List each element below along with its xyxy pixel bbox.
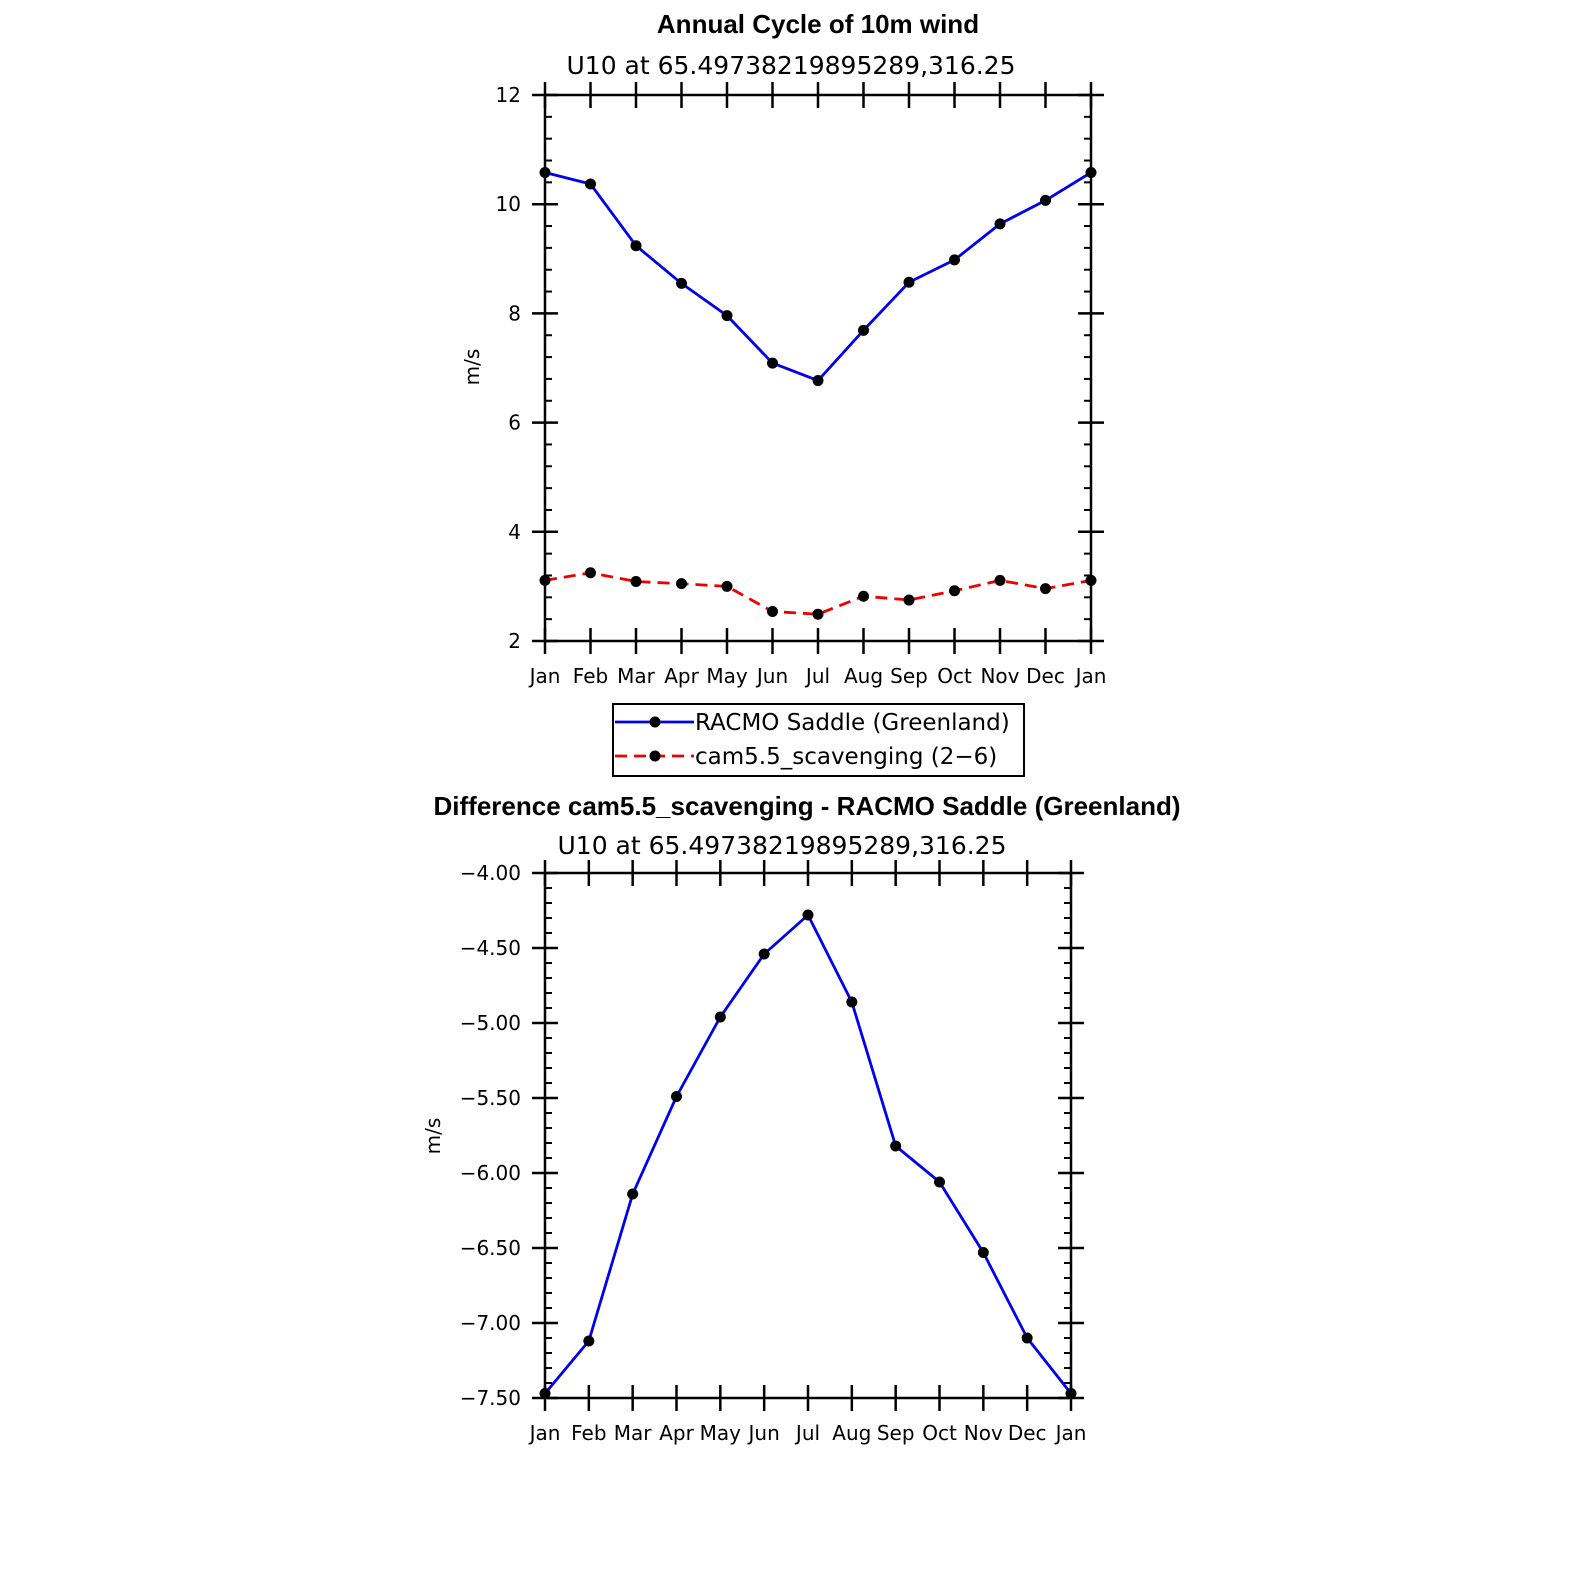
x-tick-label: Jan [528, 664, 561, 688]
x-tick-label: Jul [794, 1421, 820, 1445]
data-point [721, 580, 733, 592]
data-point [903, 276, 915, 288]
data-point [1021, 1332, 1033, 1344]
data-point [1040, 194, 1051, 206]
legend-box [612, 703, 1025, 777]
difference-chart: Difference cam5.5_scavenging - RACMO Sad… [421, 791, 1181, 1445]
y-tick-label: −6.00 [460, 1161, 521, 1185]
x-tick-label: Mar [617, 664, 656, 688]
y-axis-label: m/s [421, 1118, 445, 1155]
series-layer [539, 167, 1097, 620]
data-point [858, 324, 869, 336]
x-tick-label: Sep [877, 1421, 915, 1445]
x-tick-label: Jan [1054, 1421, 1087, 1445]
data-point [949, 585, 960, 597]
legend-marker [649, 750, 661, 762]
series-line-0 [543, 913, 1073, 1395]
data-point [721, 310, 733, 322]
x-tick-label: Jan [528, 1421, 561, 1445]
x-tick-label: Jun [747, 1421, 780, 1445]
y-tick-label: −5.00 [460, 1011, 521, 1035]
data-point [977, 1247, 989, 1258]
x-tick-label: Jun [755, 664, 788, 688]
data-point [994, 218, 1006, 230]
data-point [583, 1335, 595, 1347]
x-tick-label: Dec [1026, 664, 1065, 688]
data-point [812, 375, 824, 387]
series-layer [539, 909, 1077, 1399]
data-point [890, 1140, 902, 1152]
plot-frame [543, 93, 1093, 643]
x-tick-label: May [706, 664, 748, 688]
data-point [767, 606, 778, 618]
data-point [846, 996, 858, 1008]
series-line-1 [544, 571, 1092, 616]
y-tick-label: −5.50 [460, 1086, 521, 1110]
x-tick-label: Oct [922, 1421, 957, 1445]
data-point [671, 1091, 682, 1102]
y-tick-label: −7.00 [460, 1311, 521, 1335]
x-tick-label: Feb [571, 1421, 606, 1445]
legend-label: cam5.5_scavenging (2−6) [695, 744, 997, 770]
y-tick-label: 4 [508, 520, 521, 544]
y-axis-label: m/s [460, 349, 484, 386]
x-tick-label: Aug [844, 664, 883, 688]
data-point [949, 254, 960, 266]
chart-title: Annual Cycle of 10m wind [657, 9, 979, 39]
chart-subtitle: U10 at 65.49738219895289,316.25 [567, 51, 1016, 80]
x-tick-label: Sep [890, 664, 928, 688]
y-tick-label: 2 [508, 629, 521, 653]
plot-frame [543, 871, 1073, 1400]
x-tick-label: May [700, 1421, 742, 1445]
legend-label: RACMO Saddle (Greenland) [695, 710, 1010, 736]
y-tick-label: −4.50 [460, 936, 521, 960]
data-point [676, 277, 687, 289]
chart-title: Difference cam5.5_scavenging - RACMO Sad… [434, 791, 1181, 821]
data-point [585, 178, 596, 190]
data-point [903, 594, 915, 606]
y-tick-label: −7.50 [460, 1386, 521, 1410]
chart-subtitle: U10 at 65.49738219895289,316.25 [558, 831, 1007, 860]
y-tick-label: −6.50 [460, 1236, 521, 1260]
x-tick-label: Feb [573, 664, 608, 688]
axis-ticks: 2 4 6 8 10 12 Jan Feb Mar Apr May Jun Jul Aug Sep Oct No… [496, 82, 1107, 688]
data-point [676, 578, 687, 590]
data-point [630, 240, 642, 252]
y-tick-label: 12 [496, 83, 521, 107]
x-tick-label: Apr [659, 1421, 694, 1445]
x-tick-label: Nov [964, 1421, 1003, 1445]
x-tick-label: Apr [664, 664, 699, 688]
x-tick-label: Oct [937, 664, 972, 688]
data-point [1040, 583, 1051, 595]
x-tick-label: Jul [804, 664, 830, 688]
data-point [585, 567, 596, 579]
y-tick-label: 10 [496, 192, 521, 216]
legend-marker [649, 716, 661, 728]
x-tick-label: Dec [1008, 1421, 1047, 1445]
legend: RACMO Saddle (Greenland) cam5.5_scavengin… [612, 703, 1025, 777]
y-tick-label: 8 [508, 301, 521, 325]
data-point [767, 357, 778, 369]
x-tick-label: Aug [832, 1421, 871, 1445]
x-tick-label: Nov [980, 664, 1019, 688]
y-tick-label: −4.00 [460, 861, 521, 885]
data-point [714, 1011, 726, 1023]
series-line-0 [544, 171, 1092, 383]
x-tick-label: Jan [1074, 664, 1107, 688]
data-point [627, 1188, 639, 1200]
data-point [630, 575, 642, 587]
data-point [934, 1176, 945, 1188]
data-point [758, 948, 770, 960]
data-point [802, 909, 814, 921]
data-point [812, 608, 824, 620]
annual-cycle-chart: Annual Cycle of 10m wind U10 at 65.49738… [460, 9, 1107, 777]
data-point [994, 574, 1006, 586]
data-point [858, 590, 869, 602]
y-tick-label: 6 [508, 411, 521, 435]
x-tick-label: Mar [614, 1421, 653, 1445]
